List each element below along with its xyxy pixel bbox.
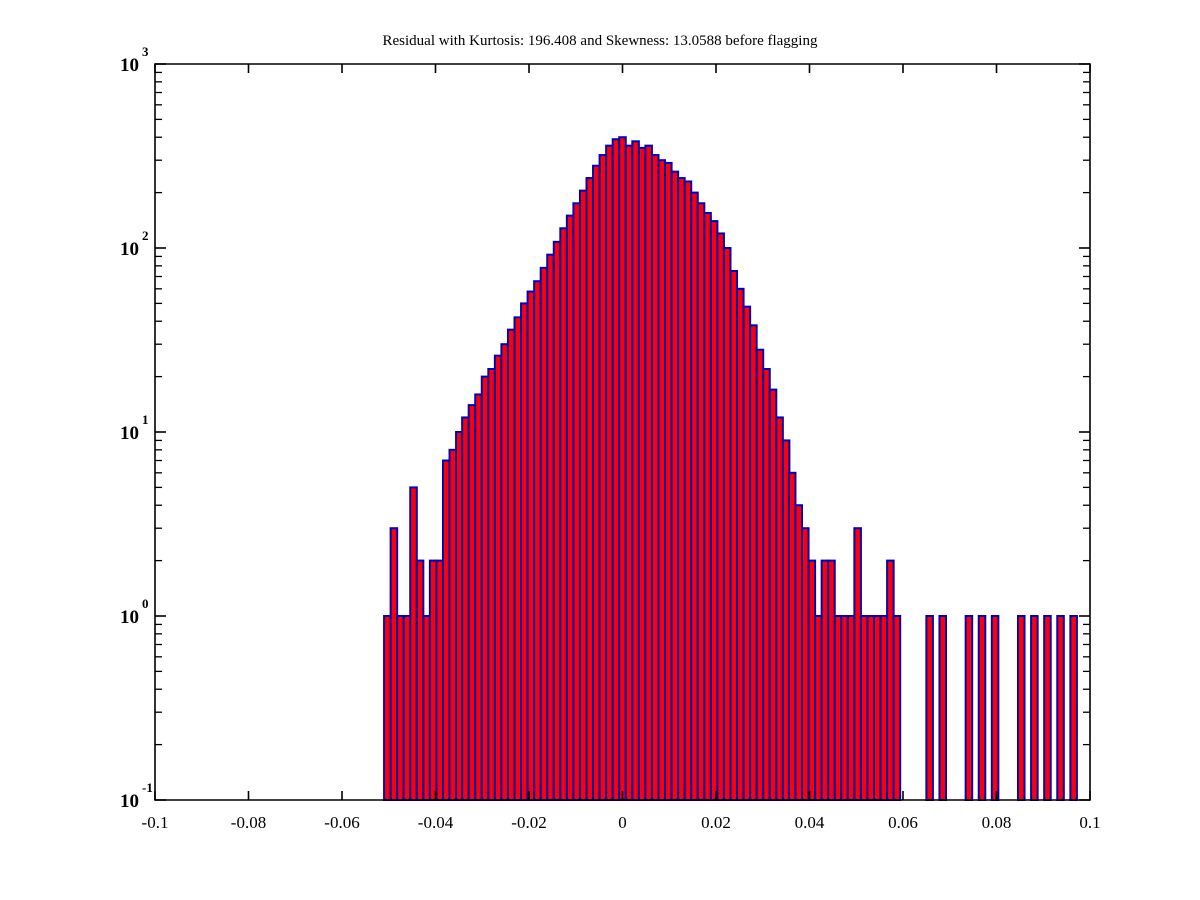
x-tick-label: -0.06 <box>324 813 359 832</box>
histogram-bar <box>990 615 1000 801</box>
y-tick-exponent: 3 <box>142 44 149 59</box>
x-tick-label: -0.02 <box>511 813 546 832</box>
y-tick-label: 10 <box>120 55 139 76</box>
histogram-bar <box>1056 615 1065 801</box>
histogram-bar <box>938 615 948 801</box>
histogram-bars <box>383 136 1078 802</box>
axis-ticks <box>154 63 1091 801</box>
y-tick-exponent: 0 <box>142 596 149 611</box>
y-tick-label: 10 <box>120 423 139 444</box>
y-tick-exponent: 2 <box>142 228 149 243</box>
histogram-bar <box>977 615 987 801</box>
histogram-bar <box>1030 615 1039 801</box>
y-tick-label: 10 <box>120 607 139 628</box>
y-tick-exponent: -1 <box>142 780 153 795</box>
histogram-bar <box>964 615 974 801</box>
chart-title: Residual with Kurtosis: 196.408 and Skew… <box>382 33 818 49</box>
x-tick-label: 0 <box>618 813 627 832</box>
x-tick-label: -0.1 <box>142 813 169 832</box>
histogram-bar <box>1043 615 1052 801</box>
y-tick-label: 10 <box>120 239 139 260</box>
histogram-bar <box>892 615 902 801</box>
x-tick-label: -0.04 <box>418 813 454 832</box>
x-tick-label: 0.06 <box>888 813 918 832</box>
histogram-bar <box>1069 615 1078 801</box>
y-tick-exponent: 1 <box>142 412 149 427</box>
x-tick-label: -0.08 <box>231 813 266 832</box>
x-tick-label: 0.04 <box>795 813 825 832</box>
x-tick-label: 0.02 <box>701 813 731 832</box>
histogram-bar <box>925 615 934 801</box>
x-tick-label: 0.1 <box>1079 813 1100 832</box>
y-tick-label: 10 <box>120 791 139 812</box>
x-tick-label: 0.08 <box>982 813 1012 832</box>
histogram-bar <box>1017 615 1026 801</box>
